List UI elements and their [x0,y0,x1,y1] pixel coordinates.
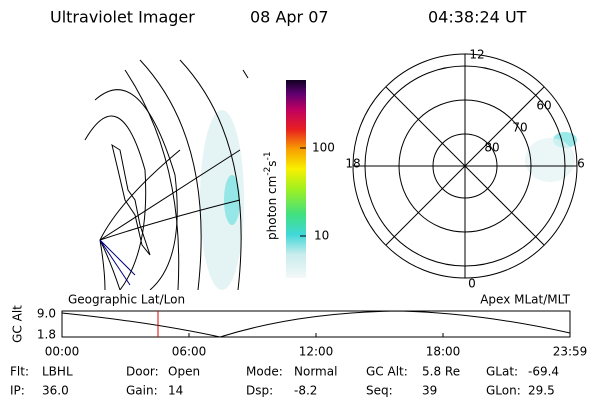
timeline-xtick: 00:00 [45,345,80,359]
unit: photon cm [265,176,279,240]
status-label: GLon: [486,384,521,398]
colorbar-tick-label: 100 [312,141,335,155]
lat-label: 60 [536,99,551,113]
colorbar-label: photon cm-2s-1 [263,151,279,240]
status-label: Dsp: [246,384,273,398]
status-label: GLat: [486,365,518,379]
timeline-ytick: 1.8 [37,328,56,342]
status-value: 14 [168,384,183,398]
mlt-label: 12 [469,48,484,62]
timeline-xtick: 18:00 [426,345,461,359]
status-label: Mode: [246,365,283,379]
timeline-ytick: 9.0 [37,307,56,321]
status-label: Seq: [366,384,393,398]
panel-label: Geographic Lat/Lon [68,293,185,307]
date: 08 Apr 07 [250,8,329,27]
lat-label: 80 [484,141,499,155]
polar-plot [352,53,578,279]
status-label: Door: [126,365,159,379]
timeline-xtick: 23:59 [553,345,588,359]
time: 04:38:24 UT [428,8,527,27]
unit-exp: -2 [263,167,273,176]
mlt-label: 6 [577,157,585,171]
colorbar [286,80,306,278]
status-value: -8.2 [294,384,317,398]
mlt-label: 0 [468,277,476,291]
status-value: -69.4 [528,365,559,379]
status-value: Open [168,365,200,379]
globe [84,59,249,290]
panel-label: Apex MLat/MLT [480,293,570,307]
status-label: GC Alt: [366,365,408,379]
title: Ultraviolet Imager [50,8,195,27]
mlt-label: 18 [345,157,360,171]
colorbar-tick-label: 10 [314,229,329,243]
status-label: Gain: [126,384,158,398]
status-value: Normal [294,365,337,379]
status-label: Flt: [10,365,29,379]
status-value: 36.0 [42,384,69,398]
status-value: 5.8 Re [422,365,460,379]
timeline-ylabel: GC Alt [11,305,25,343]
status-value: 29.5 [528,384,555,398]
timeline-xtick: 12:00 [299,345,334,359]
status-value: LBHL [42,365,73,379]
altitude-curve [61,310,571,338]
status-label: IP: [10,384,25,398]
lat-label: 70 [512,121,527,135]
timeline-xtick: 06:00 [172,345,207,359]
unit: s [265,160,279,166]
status-value: 39 [422,384,437,398]
unit-exp: -1 [263,151,273,160]
